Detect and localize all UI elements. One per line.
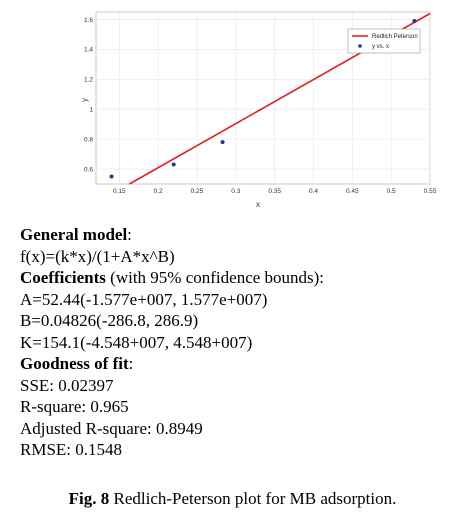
data-point bbox=[109, 174, 114, 179]
coefficient-b: B=0.04826(-286.8, 286.9) bbox=[20, 311, 199, 330]
legend-box bbox=[347, 28, 421, 54]
x-tick-label: 0.35 bbox=[268, 188, 281, 195]
data-point bbox=[220, 140, 225, 145]
figure-caption-text: Redlich-Peterson plot for MB adsorption. bbox=[109, 489, 397, 508]
model-equation: f(x)=(k*x)/(1+A*x^B) bbox=[20, 246, 175, 266]
data-point bbox=[412, 18, 417, 23]
y-tick-label: 1.6 bbox=[84, 17, 93, 24]
figure-number: Fig. 8 bbox=[68, 489, 110, 508]
x-tick-label: 0.45 bbox=[346, 188, 359, 195]
axis-ticks: 0.15 0.2 0.25 0.3 0.35 0.4 0.45 0.5 0.55 0.6 0.8 1 1… bbox=[84, 17, 437, 195]
coefficient-k: K=154.1(-4.548+007, 4.548+007) bbox=[20, 332, 253, 352]
y-tick-label: 1 bbox=[89, 107, 93, 114]
y-tick-label: 0.6 bbox=[84, 166, 93, 173]
x-axis-label: x bbox=[256, 200, 260, 209]
sse-value: SSE: 0.02397 bbox=[20, 375, 114, 395]
y-axis-label: y bbox=[80, 98, 89, 102]
rsquare-value: R-square: 0.965 bbox=[20, 397, 129, 416]
goodness-colon: : bbox=[128, 354, 134, 373]
y-tick-label: 0.8 bbox=[84, 136, 93, 143]
legend-point-swatch bbox=[358, 44, 362, 48]
legend-label-data: y vs. x bbox=[372, 44, 389, 50]
general-model-label: General model bbox=[20, 225, 128, 244]
x-tick-label: 0.2 bbox=[154, 188, 163, 195]
coefficients-note: (with 95% confidence bounds): bbox=[105, 268, 325, 287]
redlich-peterson-chart: 0.15 0.2 0.25 0.3 0.35 0.4 0.45 0.5 0.55 0.6 0.8 1 1… bbox=[0, 0, 465, 222]
x-tick-label: 0.4 bbox=[309, 188, 318, 195]
x-tick-label: 0.25 bbox=[191, 188, 204, 195]
data-point bbox=[171, 162, 176, 167]
coefficient-a: A=52.44(-1.577e+007, 1.577e+007) bbox=[20, 289, 268, 309]
coefficients-heading: Coefficients (with 95% confidence bounds… bbox=[20, 267, 465, 289]
goodness-label: Goodness of fit bbox=[20, 354, 129, 373]
goodness-heading: Goodness of fit: bbox=[20, 353, 465, 375]
coefficients-label: Coefficients bbox=[20, 268, 106, 287]
legend: Redlich Peterson y vs. x bbox=[347, 28, 421, 54]
y-tick-label: 1.2 bbox=[84, 77, 93, 84]
figure-caption: Fig. 8 Redlich-Peterson plot for MB adso… bbox=[0, 489, 465, 509]
y-tick-label: 1.4 bbox=[84, 47, 93, 54]
rmse-value: RMSE: 0.1548 bbox=[20, 440, 123, 459]
x-tick-label: 0.55 bbox=[424, 188, 437, 195]
adjusted-rsquare-value: Adjusted R-square: 0.8949 bbox=[20, 418, 203, 438]
general-model-colon: : bbox=[127, 225, 132, 244]
x-tick-label: 0.15 bbox=[113, 188, 126, 195]
x-tick-label: 0.3 bbox=[231, 188, 240, 195]
general-model-heading: General model: bbox=[20, 224, 465, 246]
model-summary: General model: f(x)=(k*x)/(1+A*x^B) Coef… bbox=[20, 224, 465, 461]
x-tick-label: 0.5 bbox=[387, 188, 396, 195]
legend-label-fit: Redlich Peterson bbox=[372, 34, 418, 40]
